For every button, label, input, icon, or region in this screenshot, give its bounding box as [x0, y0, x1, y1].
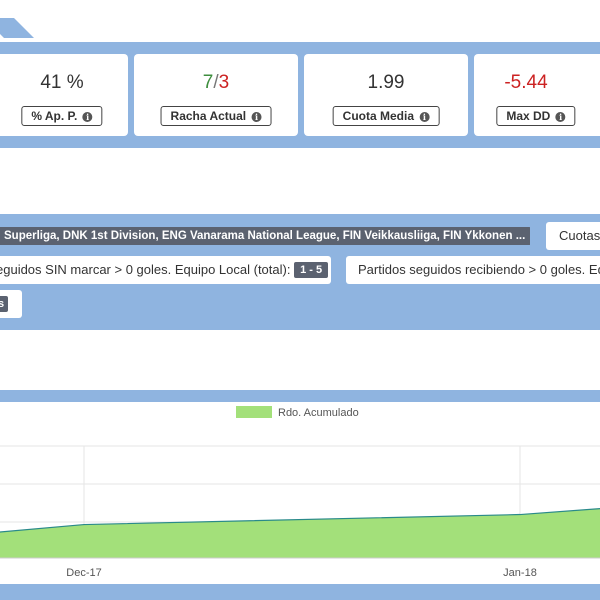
away-conceding-filter[interactable]: Partidos seguidos recibiendo > 0 goles. …: [346, 256, 600, 284]
max-dd-label-button[interactable]: Max DD i: [496, 106, 576, 126]
cuotas-label: Cuotas: [559, 228, 600, 243]
avg-odds-value: 1.99: [367, 72, 405, 93]
streak-wins: 7: [202, 72, 214, 93]
filters-panel: Superliga, DNK 1st Division, ENG Vanaram…: [0, 214, 600, 330]
home-goals-filter[interactable]: eguidos SIN marcar > 0 goles. Equipo Loc…: [0, 256, 331, 284]
accuracy-label-button[interactable]: % Ap. P. i: [21, 106, 103, 126]
leagues-filter[interactable]: Superliga, DNK 1st Division, ENG Vanaram…: [0, 222, 530, 250]
stats-panel: 41 % % Ap. P. i 7/3 Racha Actual i 1.99 …: [0, 42, 600, 148]
avg-odds-label-button[interactable]: Cuota Media i: [332, 106, 440, 126]
info-icon[interactable]: i: [82, 112, 93, 122]
home-goals-tag[interactable]: 1 - 5: [294, 262, 329, 278]
away-conceding-label: Partidos seguidos recibiendo > 0 goles. …: [358, 262, 600, 277]
section-tab-corner: [0, 18, 34, 38]
accuracy-label: % Ap. P.: [31, 109, 78, 123]
streak-label: Racha Actual: [170, 109, 247, 123]
streak-separator: /: [213, 72, 219, 93]
streak-label-button[interactable]: Racha Actual i: [160, 106, 272, 126]
home-goals-label: eguidos SIN marcar > 0 goles. Equipo Loc…: [0, 262, 291, 277]
x-tick-label: Jan-18: [503, 567, 537, 579]
cuotas-filter[interactable]: Cuotas: [546, 222, 600, 250]
info-icon[interactable]: i: [555, 112, 566, 122]
stat-card-accuracy: 41 % % Ap. P. i: [0, 54, 128, 136]
avg-odds-label: Cuota Media: [342, 109, 414, 123]
x-tick-label: Dec-17: [66, 567, 101, 579]
area-series-fill: [0, 508, 600, 558]
stat-card-streak: 7/3 Racha Actual i: [134, 54, 298, 136]
area-series-line: [0, 507, 600, 533]
chart-band: Rdo. Acumulado Dec-17 Jan-18: [0, 390, 600, 600]
legend-label: Rdo. Acumulado: [278, 407, 359, 419]
leagues-tag[interactable]: Superliga, DNK 1st Division, ENG Vanaram…: [0, 227, 530, 245]
cumulative-result-chart: Rdo. Acumulado Dec-17 Jan-18: [0, 406, 600, 579]
streak-value: 7/3: [134, 72, 298, 94]
streak-losses: 3: [218, 72, 230, 93]
accuracy-value: 41 %: [40, 72, 84, 93]
chart-panel: Rdo. Acumulado Dec-17 Jan-18: [0, 402, 600, 584]
max-dd-label: Max DD: [506, 109, 551, 123]
info-icon[interactable]: i: [419, 112, 430, 122]
stat-card-max-dd: -5.44 Max DD i: [474, 54, 600, 136]
max-dd-value: -5.44: [504, 72, 548, 93]
stat-card-avg-odds: 1.99 Cuota Media i: [304, 54, 468, 136]
extra-filter[interactable]: s: [0, 290, 22, 318]
bottom-strip: [0, 596, 600, 600]
info-icon[interactable]: i: [251, 112, 262, 122]
legend-swatch: [236, 406, 272, 418]
extra-tag[interactable]: s: [0, 296, 9, 312]
